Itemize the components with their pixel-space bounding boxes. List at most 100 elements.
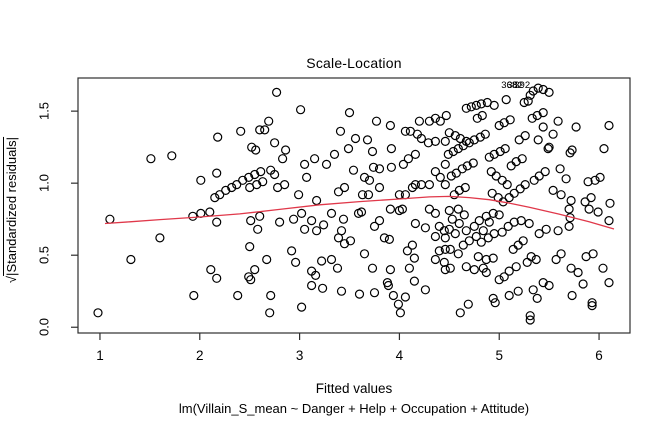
point-id-label: 392	[514, 80, 530, 91]
data-point	[516, 216, 526, 226]
data-point	[501, 94, 511, 105]
data-point	[339, 182, 350, 193]
data-point	[511, 157, 521, 167]
data-point	[300, 159, 310, 169]
data-point	[440, 180, 450, 190]
x-tick-label: 3	[295, 348, 304, 363]
data-point	[335, 126, 346, 136]
data-point	[590, 175, 600, 185]
data-point	[544, 87, 554, 98]
data-point	[278, 154, 288, 164]
data-point	[420, 285, 430, 295]
data-point	[356, 207, 367, 217]
smooth-line	[104, 195, 615, 230]
data-point	[538, 84, 548, 95]
data-point	[494, 275, 504, 285]
data-point	[556, 190, 566, 200]
data-point	[595, 172, 605, 182]
data-point	[289, 214, 299, 224]
data-point	[350, 133, 361, 144]
data-point	[385, 204, 395, 214]
data-point	[405, 126, 415, 136]
data-point	[491, 171, 501, 181]
data-point	[238, 175, 248, 185]
data-point	[329, 149, 340, 159]
data-point	[440, 244, 450, 254]
data-point	[553, 226, 563, 236]
data-point	[402, 246, 412, 256]
data-point	[497, 175, 507, 185]
y-axis-label-text: |Standardized residuals|	[4, 136, 19, 276]
data-point	[604, 278, 614, 288]
data-point	[270, 169, 280, 180]
data-point	[469, 265, 479, 275]
data-point	[453, 204, 463, 214]
data-point	[409, 276, 419, 286]
data-point	[503, 221, 513, 231]
x-tick-label: 6	[595, 348, 603, 363]
data-point	[362, 135, 373, 145]
data-point	[312, 226, 322, 236]
data-point	[397, 204, 407, 214]
data-point	[440, 233, 450, 243]
data-point	[215, 190, 225, 200]
data-point	[527, 113, 537, 123]
data-point	[483, 233, 493, 243]
data-point	[275, 217, 285, 227]
data-point	[445, 263, 455, 273]
data-point	[514, 135, 524, 145]
data-point	[605, 198, 615, 208]
data-point	[400, 126, 410, 136]
data-point	[593, 207, 603, 217]
data-point	[464, 236, 474, 246]
data-point	[407, 182, 417, 193]
data-point	[430, 136, 440, 146]
data-point	[541, 224, 551, 234]
data-point	[250, 169, 260, 180]
data-point	[454, 218, 464, 229]
data-point	[454, 185, 464, 195]
data-point	[461, 103, 471, 113]
data-point	[440, 159, 450, 169]
data-point	[488, 208, 498, 218]
data-point	[534, 229, 544, 239]
data-point	[488, 293, 498, 303]
data-point	[446, 171, 456, 181]
data-point	[272, 87, 282, 98]
data-point	[468, 158, 478, 168]
data-point	[319, 220, 329, 230]
data-point	[307, 216, 317, 226]
y-tick-label: 0.5	[36, 246, 52, 265]
data-point	[484, 152, 494, 162]
data-point	[525, 315, 535, 325]
data-point	[307, 280, 317, 291]
data-point	[587, 298, 597, 308]
data-point	[502, 180, 512, 190]
data-point	[525, 311, 535, 321]
data-point	[345, 236, 356, 246]
data-point	[494, 120, 504, 131]
data-point	[469, 221, 479, 231]
data-point	[524, 218, 534, 229]
data-point	[430, 208, 440, 218]
data-point	[588, 249, 598, 259]
data-point	[489, 149, 499, 159]
data-point	[357, 190, 368, 200]
data-point	[250, 265, 260, 275]
data-point	[302, 172, 312, 182]
data-point	[474, 216, 484, 226]
data-point	[206, 265, 216, 275]
data-point	[580, 197, 590, 207]
data-point	[471, 231, 481, 242]
data-point	[440, 265, 450, 275]
data-point	[564, 221, 574, 231]
data-point	[394, 190, 404, 200]
data-point	[520, 131, 530, 141]
data-point	[333, 233, 344, 243]
x-tick-label: 5	[495, 348, 503, 363]
data-point	[393, 299, 403, 309]
data-point	[544, 142, 554, 152]
data-point	[513, 240, 523, 250]
data-point	[509, 217, 519, 227]
data-point	[473, 252, 483, 262]
